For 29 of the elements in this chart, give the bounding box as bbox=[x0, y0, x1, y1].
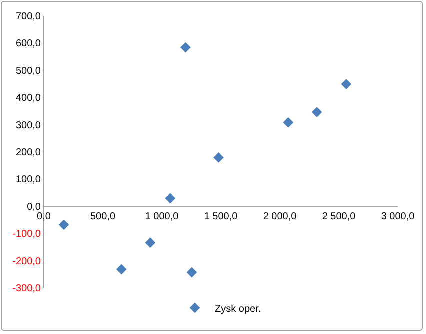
y-tick-label: -300,0 bbox=[12, 284, 42, 294]
y-tick-label: 0,0 bbox=[27, 202, 42, 213]
y-tick-label: 100,0 bbox=[16, 174, 42, 186]
x-tick-label: 500,0 bbox=[90, 211, 116, 222]
x-tick-label: 0,0 bbox=[37, 211, 52, 222]
point bbox=[283, 117, 294, 128]
point bbox=[145, 238, 156, 248]
point bbox=[116, 264, 127, 275]
y-tick-label: 400,0 bbox=[16, 93, 42, 104]
x-tick-label: 3 000,0 bbox=[381, 211, 416, 222]
point bbox=[165, 193, 176, 204]
y-tick-label: 500,0 bbox=[16, 66, 42, 77]
y-tick-label: 600,0 bbox=[16, 38, 42, 50]
y-tick-label: -200,0 bbox=[12, 256, 42, 268]
x-tick-label: 1 000,0 bbox=[145, 211, 180, 222]
y-tick-label: 700,0 bbox=[16, 12, 42, 22]
point bbox=[58, 220, 70, 230]
y-tick-label: 200,0 bbox=[16, 148, 42, 158]
y-tick-label: 300,0 bbox=[16, 120, 42, 132]
x-tick-label: 1 500,0 bbox=[204, 211, 238, 222]
x-tick-label: 2 000,0 bbox=[263, 211, 298, 222]
legend-label: Zysk oper. bbox=[215, 304, 262, 315]
point bbox=[180, 42, 191, 53]
point bbox=[186, 267, 198, 278]
point bbox=[214, 152, 224, 163]
y-tick-label: -100,0 bbox=[12, 229, 42, 240]
x-tick-label: 2 500,0 bbox=[322, 211, 356, 222]
point bbox=[341, 79, 352, 90]
point bbox=[312, 107, 322, 118]
